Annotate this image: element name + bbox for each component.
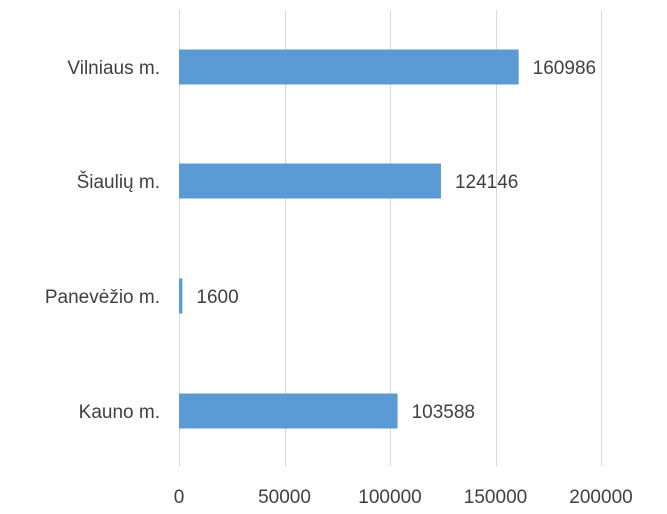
category-label: Vilniaus m. [67, 58, 160, 79]
data-label: 124146 [455, 172, 518, 193]
data-label: 160986 [533, 58, 596, 79]
category-label: Šiaulių m. [77, 171, 160, 193]
bar [179, 49, 519, 85]
bar [179, 393, 398, 429]
x-tick-label: 200000 [569, 487, 632, 508]
x-tick-label: 0 [174, 487, 185, 508]
bar [179, 278, 183, 314]
x-tick-label: 150000 [464, 487, 527, 508]
data-label: 103588 [412, 402, 475, 423]
category-label: Panevėžio m. [45, 287, 160, 308]
bar [179, 163, 441, 199]
x-tick-label: 100000 [358, 487, 421, 508]
x-tick-label: 50000 [258, 487, 311, 508]
data-label: 1600 [196, 287, 238, 308]
category-label: Kauno m. [79, 402, 160, 423]
